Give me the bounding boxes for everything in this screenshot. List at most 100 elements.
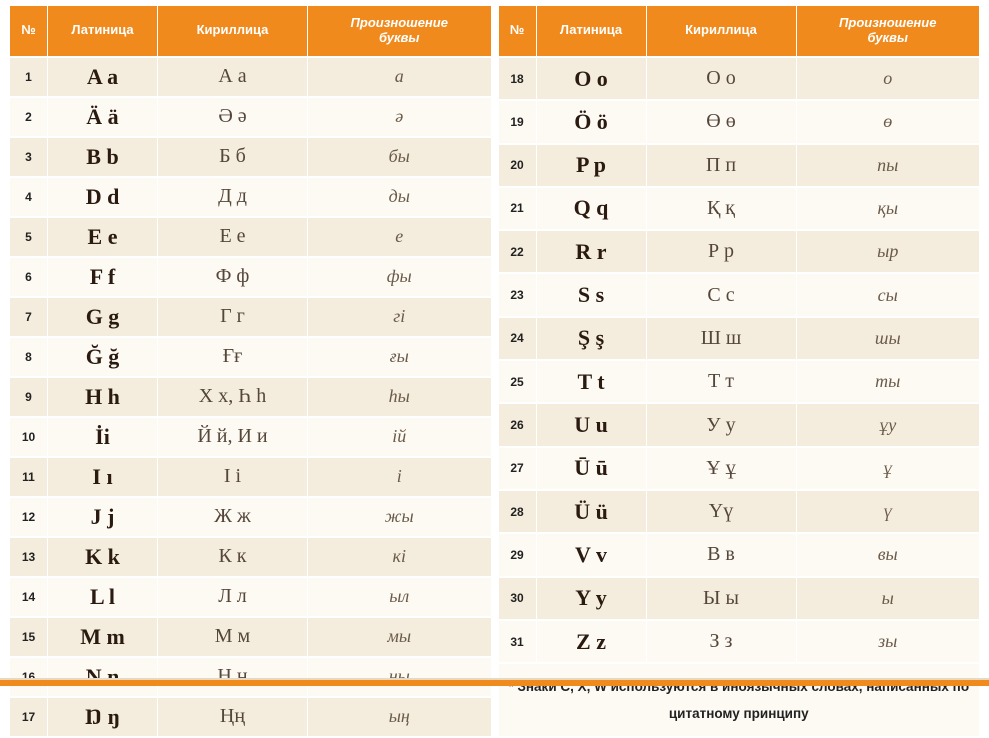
- table-row: 4D dД дды: [10, 178, 491, 216]
- table-row: 3B bБ ббы: [10, 138, 491, 176]
- header-pron-l2: буквы: [868, 30, 909, 45]
- cell-num: 8: [10, 338, 48, 376]
- cell-latin: U u: [537, 404, 647, 445]
- table-row: 21Q qҚ ққы: [499, 188, 980, 229]
- cell-latin: K k: [48, 538, 158, 576]
- table-row: 11I ıІ іі: [10, 458, 491, 496]
- cell-num: 23: [499, 274, 537, 315]
- cell-latin: S s: [537, 274, 647, 315]
- cell-latin: L l: [48, 578, 158, 616]
- cell-latin: D d: [48, 178, 158, 216]
- table-row: 8Ğ ğҒғғы: [10, 338, 491, 376]
- cell-pron: жы: [308, 498, 491, 536]
- table-row: 19Ö öӨ өө: [499, 101, 980, 142]
- cell-pron: шы: [797, 318, 980, 359]
- table-row: 16N nН нны: [10, 658, 491, 696]
- table-row: 29V vВ ввы: [499, 534, 980, 575]
- cell-cyrillic: К к: [158, 538, 308, 576]
- cell-num: 6: [10, 258, 48, 296]
- cell-num: 17: [10, 698, 48, 736]
- cell-cyrillic: Л л: [158, 578, 308, 616]
- cell-latin: V v: [537, 534, 647, 575]
- cell-pron: ыр: [797, 231, 980, 272]
- table-row: 18O oО оо: [499, 58, 980, 99]
- cell-cyrillic: Қ қ: [647, 188, 797, 229]
- cell-pron: ү: [797, 491, 980, 532]
- cell-cyrillic: М м: [158, 618, 308, 656]
- cell-cyrillic: Ш ш: [647, 318, 797, 359]
- cell-pron: гі: [308, 298, 491, 336]
- header-row: № Латиница Кириллица Произношение буквы: [499, 6, 980, 56]
- cell-pron: һы: [308, 378, 491, 416]
- header-num: №: [499, 6, 537, 56]
- cell-num: 5: [10, 218, 48, 256]
- cell-pron: мы: [308, 618, 491, 656]
- table-row: 27Ū ūҰ ұұ: [499, 448, 980, 489]
- cell-num: 20: [499, 145, 537, 186]
- cell-cyrillic: Р р: [647, 231, 797, 272]
- cell-pron: фы: [308, 258, 491, 296]
- cell-latin: Ü ü: [537, 491, 647, 532]
- header-pron: Произношение буквы: [308, 6, 491, 56]
- table-row: 25T tТ тты: [499, 361, 980, 402]
- cell-pron: ө: [797, 101, 980, 142]
- table-row: 17Ŋ ŋҢңың: [10, 698, 491, 736]
- cell-pron: ә: [308, 98, 491, 136]
- footnote-row: * Знаки C, X, W используются в иноязычны…: [499, 664, 980, 736]
- cell-latin: A a: [48, 58, 158, 96]
- cell-num: 9: [10, 378, 48, 416]
- header-cyrillic: Кириллица: [647, 6, 797, 56]
- cell-num: 25: [499, 361, 537, 402]
- table-row: 20P pП ппы: [499, 145, 980, 186]
- table-row: 26U uУ уұу: [499, 404, 980, 445]
- cell-pron: сы: [797, 274, 980, 315]
- cell-num: 11: [10, 458, 48, 496]
- cell-cyrillic: Ө ө: [647, 101, 797, 142]
- table-row: 1A aА аа: [10, 58, 491, 96]
- cell-num: 3: [10, 138, 48, 176]
- cell-cyrillic: А а: [158, 58, 308, 96]
- cell-cyrillic: О о: [647, 58, 797, 99]
- cell-cyrillic: Х х, Һ һ: [158, 378, 308, 416]
- table-row: 13K kК ккі: [10, 538, 491, 576]
- cell-cyrillic: Г г: [158, 298, 308, 336]
- cell-pron: ұу: [797, 404, 980, 445]
- table-row: 15M mМ ммы: [10, 618, 491, 656]
- cell-num: 10: [10, 418, 48, 456]
- table-row: 14L lЛ лыл: [10, 578, 491, 616]
- cell-num: 27: [499, 448, 537, 489]
- cell-pron: а: [308, 58, 491, 96]
- table-row: 7G gГ ггі: [10, 298, 491, 336]
- table-row: 30Y yЫ ыы: [499, 578, 980, 619]
- cell-cyrillic: Ж ж: [158, 498, 308, 536]
- cell-cyrillic: Ы ы: [647, 578, 797, 619]
- header-num: №: [10, 6, 48, 56]
- cell-latin: Y y: [537, 578, 647, 619]
- table-row: 5E eЕ ее: [10, 218, 491, 256]
- cell-cyrillic: Б б: [158, 138, 308, 176]
- cell-cyrillic: В в: [647, 534, 797, 575]
- cell-cyrillic: Д д: [158, 178, 308, 216]
- cell-latin: F f: [48, 258, 158, 296]
- cell-pron: кі: [308, 538, 491, 576]
- cell-latin: N n: [48, 658, 158, 696]
- cell-pron: ғы: [308, 338, 491, 376]
- footnote-text: * Знаки C, X, W используются в иноязычны…: [499, 664, 980, 736]
- cell-num: 2: [10, 98, 48, 136]
- cell-cyrillic: Үү: [647, 491, 797, 532]
- cell-cyrillic: Ңң: [158, 698, 308, 736]
- table-row: 28Ü üҮүү: [499, 491, 980, 532]
- cell-cyrillic: Ғғ: [158, 338, 308, 376]
- cell-latin: İi: [48, 418, 158, 456]
- cell-pron: і: [308, 458, 491, 496]
- cell-latin: Ä ä: [48, 98, 158, 136]
- cell-pron: ыл: [308, 578, 491, 616]
- table-row: 6F fФ ффы: [10, 258, 491, 296]
- cell-pron: ны: [308, 658, 491, 696]
- table-row: 31Z zЗ ззы: [499, 621, 980, 662]
- cell-pron: ы: [797, 578, 980, 619]
- tables-container: № Латиница Кириллица Произношение буквы …: [0, 0, 989, 738]
- cell-pron: е: [308, 218, 491, 256]
- cell-pron: ій: [308, 418, 491, 456]
- cell-num: 28: [499, 491, 537, 532]
